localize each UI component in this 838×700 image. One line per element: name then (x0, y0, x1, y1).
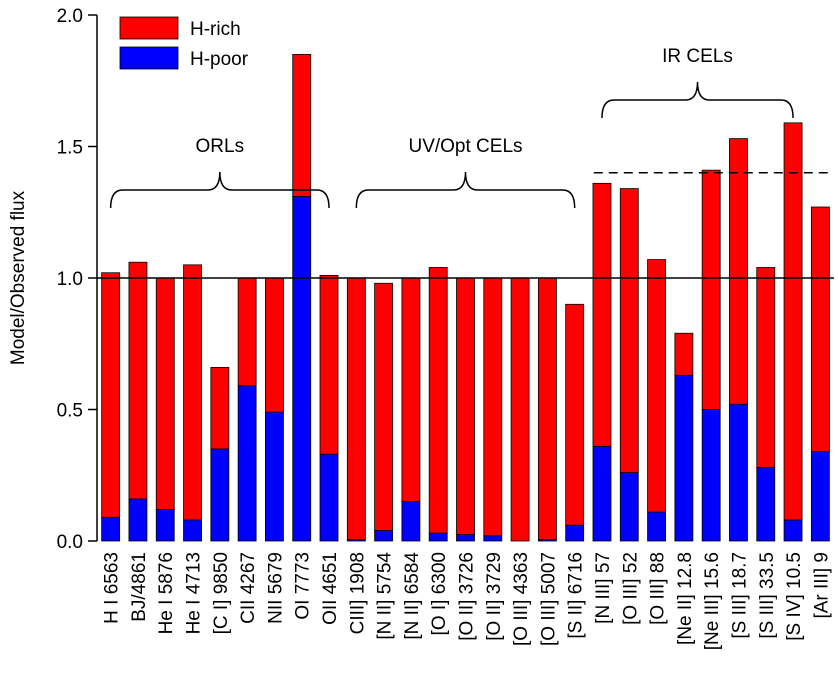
bar-segment (374, 530, 394, 542)
x-tick-label: H I 6563 (102, 552, 123, 624)
bar-segment (319, 453, 339, 542)
bar-segment (810, 451, 830, 542)
bar-segment (128, 261, 148, 500)
bar-segment (756, 267, 776, 468)
bracket (601, 81, 794, 119)
bar-segment (647, 511, 666, 542)
x-tick-label: OII 4651 (320, 552, 341, 625)
bar-segment (237, 385, 257, 542)
bar-segment (592, 182, 612, 447)
legend-swatch (119, 16, 179, 40)
bar-segment (456, 277, 475, 535)
bar-segment (783, 122, 803, 521)
bar-segment (810, 206, 830, 452)
x-tick-label: [N II] 5754 (375, 552, 396, 640)
x-tick-label: He I 5876 (156, 552, 177, 634)
bar-segment (619, 472, 639, 542)
bar-segment (428, 267, 448, 534)
bar-segment (155, 509, 175, 542)
bar-segment (647, 259, 666, 513)
bar-segment (701, 169, 721, 410)
x-tick-label: [O I] 6300 (429, 552, 450, 635)
bar-segment (756, 466, 776, 542)
bar-segment (428, 532, 448, 542)
x-tick-label: [N III] 57 (593, 552, 614, 624)
bar-segment (565, 524, 585, 542)
x-tick-label: [Ne III] 15.6 (702, 552, 723, 650)
bar-segment (565, 303, 585, 526)
y-tick-label: 0.5 (57, 401, 83, 422)
x-tick-label: [S II] 6716 (566, 552, 587, 639)
bar-segment (210, 448, 230, 542)
bar-segment (265, 277, 284, 413)
bracket-label: IR CELs (662, 46, 733, 67)
x-tick-label: NII 5679 (265, 552, 286, 624)
bar-segment (128, 498, 148, 542)
bar-segment (101, 516, 121, 542)
bar-segment (619, 188, 639, 474)
bar-segment (483, 535, 503, 542)
legend-label: H-poor (190, 49, 249, 70)
bar-segment (592, 445, 612, 542)
bar-segment (674, 332, 694, 376)
bracket-label: UV/Opt CELs (408, 136, 522, 157)
bar-segment (292, 196, 312, 542)
x-tick-label: [S IV] 10.5 (784, 552, 805, 641)
bar-segment (510, 277, 530, 542)
bar-segment (319, 274, 339, 455)
x-tick-label: [N II] 6584 (402, 552, 423, 640)
x-tick-label: OI 7773 (293, 552, 314, 620)
x-tick-label: CII 4267 (238, 552, 259, 624)
bar-segment (183, 519, 202, 542)
legend-swatch (119, 46, 179, 70)
bar-segment (183, 264, 202, 521)
bar-segment (456, 534, 475, 542)
x-tick-label: [Ne II] 12.8 (675, 552, 696, 645)
bar-segment (701, 409, 721, 542)
bar-segment (483, 277, 503, 537)
bracket (109, 171, 330, 209)
y-tick-label: 1.0 (57, 269, 83, 290)
bar-segment (237, 277, 257, 387)
y-axis-label: Model/Observed flux (8, 190, 29, 365)
x-tick-label: [O III] 4363 (511, 552, 532, 646)
x-tick-label: [O III] 5007 (538, 552, 559, 646)
x-tick-label: CIII] 1908 (347, 552, 368, 634)
bracket-label: ORLs (196, 136, 245, 157)
x-tick-label: [O III] 88 (648, 552, 669, 625)
bar-segment (401, 277, 421, 502)
y-tick-label: 0.0 (57, 532, 83, 553)
x-tick-label: He I 4713 (184, 552, 205, 634)
x-tick-label: [S III] 33.5 (757, 552, 778, 639)
x-tick-label: [S III] 18.7 (729, 552, 750, 639)
x-tick-label: [Ar III] 9 (811, 552, 832, 619)
x-tick-label: BJ/4861 (129, 552, 150, 622)
bar-segment (265, 411, 284, 542)
bar-segment (401, 501, 421, 542)
bar-segment (155, 277, 175, 510)
y-tick-label: 1.5 (57, 138, 83, 159)
bar-segment (292, 54, 312, 197)
bar-segment (374, 282, 394, 531)
bar-segment (346, 277, 366, 541)
bar-segment (674, 374, 694, 542)
bar-segment (210, 367, 230, 450)
bar-segment (729, 403, 748, 542)
x-tick-label: [C I] 9850 (211, 552, 232, 634)
bar-segment (729, 138, 748, 405)
y-tick-label: 2.0 (57, 6, 83, 27)
x-tick-label: [O II] 3726 (457, 552, 478, 641)
bar-segment (537, 277, 557, 541)
x-tick-label: [O III] 52 (620, 552, 641, 625)
bar-segment (101, 272, 121, 518)
x-tick-label: [O II] 3729 (484, 552, 505, 641)
bracket (355, 171, 576, 209)
bar-segment (783, 519, 803, 542)
legend-label: H-rich (190, 19, 241, 40)
